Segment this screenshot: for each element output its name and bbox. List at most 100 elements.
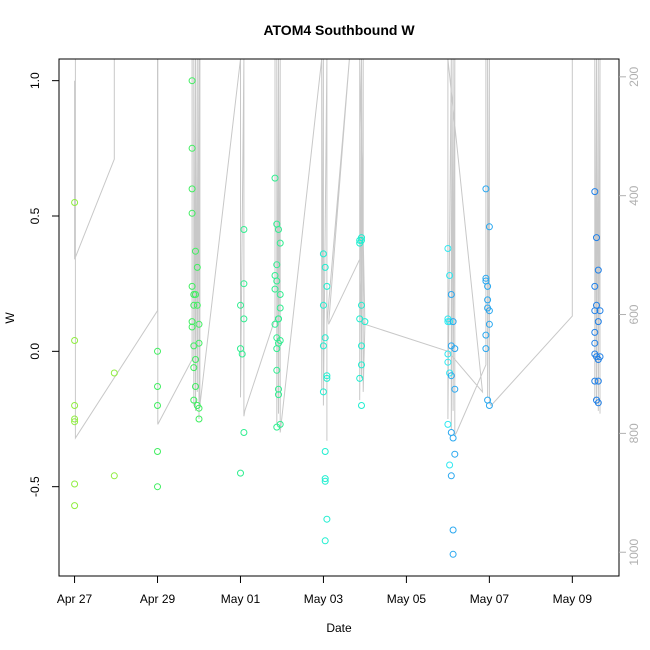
data-point [188, 209, 196, 217]
data-point [451, 450, 459, 458]
data-point [71, 199, 79, 206]
data-point [319, 301, 327, 309]
data-point [275, 339, 282, 347]
data-point [276, 239, 284, 247]
data-point [451, 345, 459, 353]
data-point [591, 188, 599, 196]
data-point [358, 236, 365, 244]
data-point [273, 366, 281, 374]
data-point [275, 391, 282, 399]
data-point [323, 515, 331, 523]
data-point [594, 377, 602, 385]
data-point [449, 318, 457, 326]
data-point [358, 342, 365, 350]
data-point [321, 537, 329, 545]
data-point [485, 320, 493, 328]
x-tick-label: May 05 [387, 592, 427, 606]
data-point [273, 277, 281, 285]
data-point [188, 77, 196, 85]
data-point [444, 350, 452, 358]
data-point [482, 345, 490, 353]
data-point [593, 301, 600, 309]
data-point [276, 420, 284, 428]
data-point [193, 263, 201, 271]
y-tick-label: 0.5 [28, 207, 42, 224]
data-point [275, 385, 282, 393]
data-point [275, 315, 282, 323]
data-point [192, 356, 199, 363]
data-point [594, 399, 602, 407]
data-point [593, 234, 600, 242]
data-point [447, 291, 455, 298]
data-points [71, 77, 604, 558]
data-point [190, 396, 198, 404]
data-point [110, 369, 118, 377]
data-point [323, 282, 331, 290]
data-point [237, 301, 244, 309]
x-tick-label: May 07 [470, 592, 510, 606]
data-point [195, 404, 203, 412]
data-point [482, 274, 490, 282]
data-point [485, 402, 493, 409]
y2-tick-label: 1000 [627, 539, 641, 566]
data-point [271, 285, 279, 293]
data-point [154, 483, 161, 491]
data-point [446, 272, 454, 279]
data-point [449, 434, 457, 442]
y-tick-label: 1.0 [28, 72, 42, 89]
plot-frame [58, 58, 620, 577]
data-point [275, 226, 282, 233]
data-point [188, 185, 196, 193]
data-point [447, 372, 455, 380]
data-point [71, 337, 79, 344]
data-point [484, 296, 492, 304]
x-tick-label: Apr 29 [140, 592, 176, 606]
data-point [237, 469, 244, 477]
data-point [447, 472, 455, 480]
data-point [273, 261, 281, 269]
data-point [358, 361, 365, 369]
data-point [188, 318, 196, 326]
data-point [594, 318, 602, 326]
data-point [444, 420, 452, 428]
data-point [356, 374, 364, 382]
data-point [323, 372, 331, 380]
data-point [71, 502, 79, 510]
y2-tick-label: 400 [627, 185, 641, 205]
y-tick-label: -0.5 [28, 476, 42, 497]
data-point [596, 307, 604, 315]
data-point [319, 250, 327, 258]
data-point [594, 266, 602, 274]
data-point [485, 307, 493, 315]
y2-tick-label: 200 [627, 66, 641, 86]
x-axis-label: Date [326, 621, 352, 635]
data-point [319, 388, 327, 396]
data-point [71, 415, 79, 423]
data-point [154, 448, 161, 455]
data-point [195, 339, 203, 347]
data-point [240, 226, 248, 233]
y2-tick-label: 800 [627, 423, 641, 443]
depth-track-lines [74, 58, 601, 441]
data-point [449, 526, 457, 534]
track-line [74, 58, 601, 441]
data-point [192, 247, 199, 255]
data-point [321, 475, 329, 483]
data-point [188, 144, 196, 152]
data-point [484, 282, 492, 290]
data-point [321, 334, 329, 342]
data-point [154, 402, 161, 409]
y-axis-label: W [3, 312, 17, 324]
data-point [446, 318, 454, 326]
data-point [358, 234, 365, 242]
data-point [71, 402, 79, 409]
data-point [188, 282, 196, 290]
data-point [240, 315, 248, 323]
data-point [192, 383, 199, 390]
y-tick-label: 0.0 [28, 343, 42, 360]
data-point [444, 245, 452, 252]
x-axis: Apr 27 Apr 29 May 01 May 03 May 05 May 07 May … [57, 575, 592, 606]
data-point [485, 223, 493, 231]
data-point [110, 472, 118, 480]
